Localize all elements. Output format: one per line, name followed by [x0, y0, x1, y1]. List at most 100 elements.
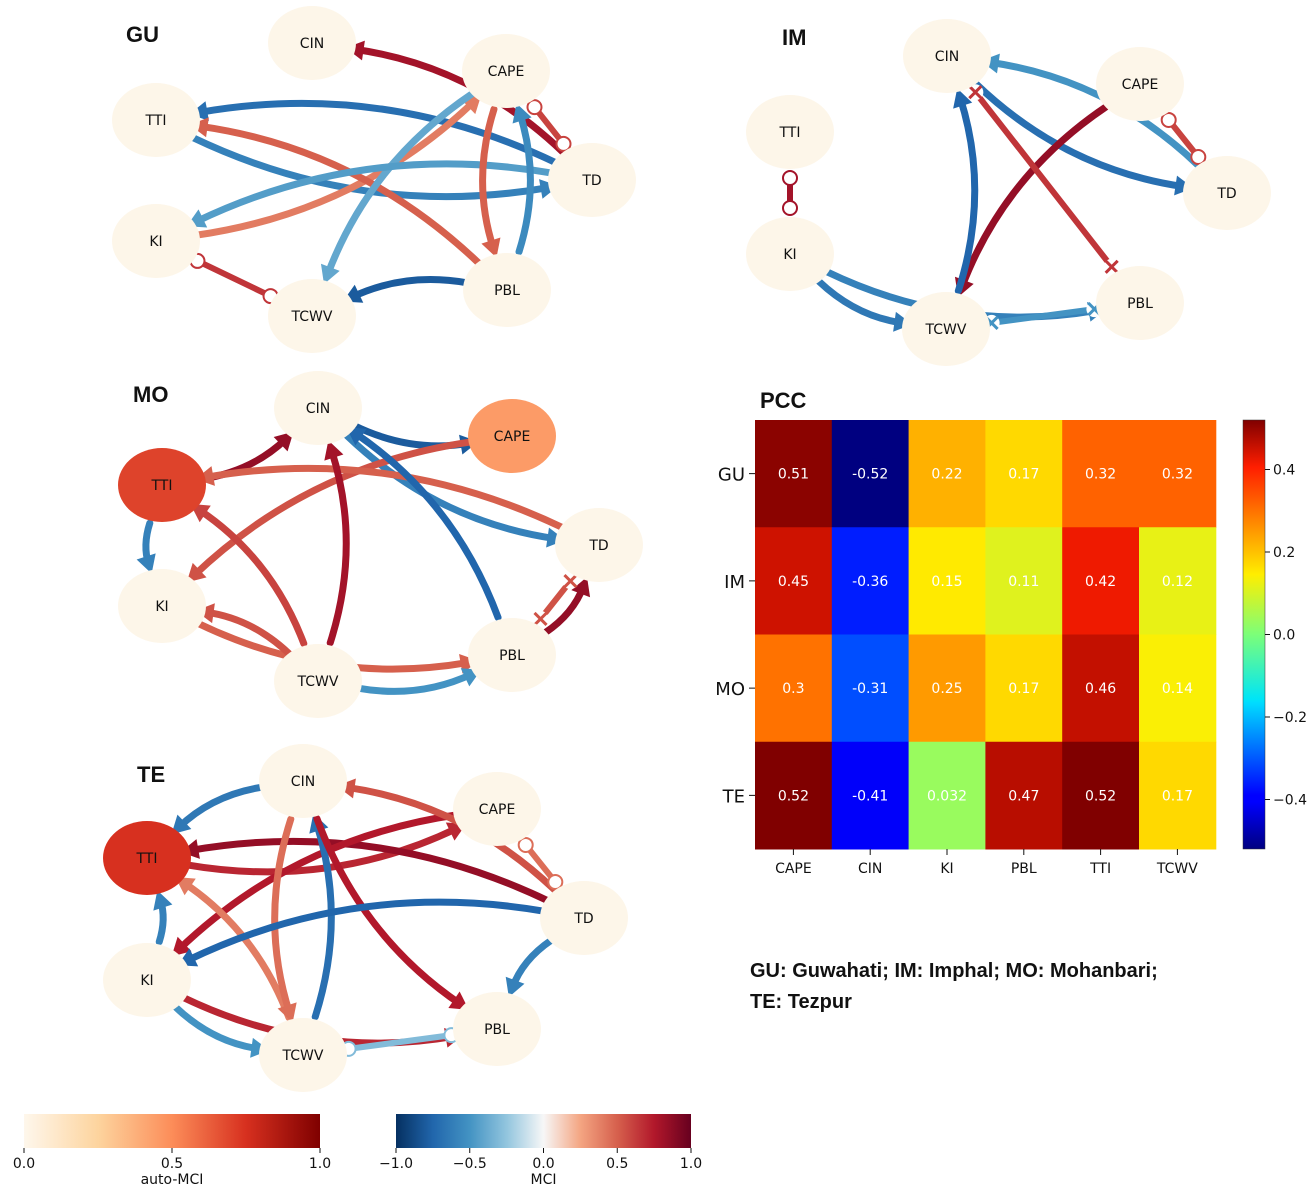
node-group: CIN CAPE TTI TD KI PBL TCWV	[112, 6, 636, 353]
node-tcwv	[268, 279, 356, 353]
heatmap-cell-mo-tti	[1062, 634, 1140, 743]
node-cape	[1096, 47, 1184, 121]
heatmap-cell-gu-cape	[755, 420, 833, 528]
node-label-cin: CIN	[291, 774, 315, 790]
node-label-cape: CAPE	[488, 64, 525, 80]
link-td-tti-arrowhead	[189, 101, 209, 121]
node-group: CIN CAPE TTI TD KI PBL TCWV	[746, 19, 1271, 366]
heatmap-cell-im-tti	[1062, 527, 1140, 635]
link-ki-tcwv	[172, 1003, 263, 1053]
panel-title-te: TE	[137, 762, 165, 787]
heatmap-value-label: 0.32	[1085, 467, 1116, 483]
heatmap-cell-te-tcwv	[1139, 741, 1217, 850]
colorbar-tick-label: 1.0	[680, 1156, 702, 1172]
colorbar-tick-label: 0.4	[1273, 463, 1295, 479]
heatmap-value-label: 0.17	[1008, 681, 1039, 697]
link-cin-pbl-cross-end-2	[1103, 258, 1120, 275]
link-cape-td-circle-end-2	[1190, 149, 1207, 166]
heatmap-value-label: 0.17	[1162, 788, 1193, 804]
node-label-cin: CIN	[306, 401, 330, 417]
heatmap-value-label: 0.12	[1162, 574, 1193, 590]
station-legend: GU: Guwahati; IM: Imphal; MO: Mohanbari;…	[750, 960, 1158, 1013]
node-label-tcwv: TCWV	[291, 309, 333, 325]
heatmap-value-label: 0.22	[931, 467, 962, 483]
link-tti-ki-circle-end-1	[782, 170, 798, 186]
heatmap-cell-gu-tcwv	[1139, 420, 1217, 528]
node-group: CIN CAPE TTI TD KI PBL TCWV	[118, 371, 643, 718]
node-group: CIN CAPE TTI TD KI PBL TCWV	[103, 744, 628, 1092]
link-cape-ki-arrowhead	[186, 562, 207, 583]
heatmap-col-label-cin: CIN	[858, 861, 882, 877]
heatmap-cell-im-pbl	[985, 527, 1063, 635]
node-cin	[274, 371, 362, 445]
heatmap-cell-mo-cin	[831, 634, 910, 743]
link-pbl-cin	[350, 429, 502, 622]
link-td-tti	[186, 837, 552, 905]
link-ki-tcwv-arrowhead	[893, 311, 913, 332]
link-pbl-cape	[515, 109, 534, 256]
node-label-pbl: PBL	[494, 283, 520, 299]
node-ki	[746, 217, 834, 291]
node-ki	[103, 943, 191, 1017]
node-label-td: TD	[581, 173, 601, 189]
link-pbl-td-cross-end-1	[532, 610, 549, 627]
link-td-cin-arrowhead	[345, 40, 365, 61]
node-label-ki: KI	[149, 234, 162, 250]
node-tcwv	[902, 292, 990, 366]
colorbar-tick-label: −0.5	[453, 1156, 487, 1172]
heatmap-cell-im-cape	[755, 527, 833, 635]
link-cape-td-circle-end-1	[1160, 111, 1177, 128]
heatmap-cell-te-cape	[755, 741, 833, 850]
node-ki	[118, 569, 206, 643]
node-pbl	[463, 253, 551, 327]
node-label-cape: CAPE	[494, 429, 531, 445]
link-tcwv-ki	[202, 608, 293, 658]
link-cin-td-arrowhead	[546, 527, 566, 548]
node-label-tti: TTI	[136, 851, 158, 867]
link-tti-ki-circle-end-2	[782, 200, 798, 216]
link-tcwv-ki-arrowhead	[195, 603, 215, 624]
heatmap-col-label-ki: KI	[940, 861, 953, 877]
heatmap-cell-te-cin	[831, 741, 910, 850]
link-td-ki	[183, 898, 549, 965]
node-label-tcwv: TCWV	[297, 674, 339, 690]
node-label-td: TD	[573, 911, 593, 927]
node-cape	[453, 772, 541, 846]
link-tcwv-cin	[311, 819, 335, 1021]
heatmap-value-label: 0.52	[778, 788, 809, 804]
node-label-cin: CIN	[300, 36, 324, 52]
heatmap-cell-mo-ki	[908, 634, 986, 743]
node-label-ki: KI	[155, 599, 168, 615]
colorbar-tick-label: 0.0	[13, 1156, 35, 1172]
panel-title-im: IM	[782, 25, 806, 50]
link-tcwv-cin-arrowhead	[324, 440, 344, 461]
link-tcwv-pbl	[988, 306, 1098, 326]
node-label-cin: CIN	[935, 49, 959, 65]
heatmap-row-label-mo: MO	[715, 679, 745, 700]
colorbar-tick-label: 0.0	[1273, 628, 1295, 644]
colorbar-tick-label: 0.2	[1273, 545, 1295, 561]
link-td-tti-arrowhead	[195, 466, 215, 486]
colorbar-auto-mci: 0.0 0.5 1.0 auto-MCI	[13, 1114, 331, 1188]
heatmap-col-label-pbl: PBL	[1011, 861, 1037, 877]
node-cin	[259, 744, 347, 818]
heatmap-title: PCC	[760, 388, 807, 413]
node-label-tcwv: TCWV	[925, 322, 967, 338]
node-label-td: TD	[588, 538, 608, 554]
link-cape-ki	[190, 438, 476, 580]
node-label-ki: KI	[140, 973, 153, 989]
colorbar-label: MCI	[531, 1172, 557, 1188]
heatmap-cell-gu-tti	[1062, 420, 1140, 528]
heatmap-cell-gu-ki	[908, 420, 986, 528]
node-ki	[112, 204, 200, 278]
node-label-pbl: PBL	[484, 1022, 510, 1038]
node-pbl	[453, 992, 541, 1066]
colorbar-tick-label: 0.0	[532, 1156, 554, 1172]
link-tti-cin-arrowhead	[273, 431, 294, 452]
link-pbl-td-cross-end-2	[562, 573, 579, 590]
link-cin-td-arrowhead	[1174, 175, 1194, 196]
link-group	[136, 422, 591, 695]
network-panel-te: CIN CAPE TTI TD KI PBL TCWV TE	[103, 744, 628, 1092]
heatmap-colorbar	[1242, 419, 1266, 850]
link-tcwv-cin	[326, 446, 350, 647]
